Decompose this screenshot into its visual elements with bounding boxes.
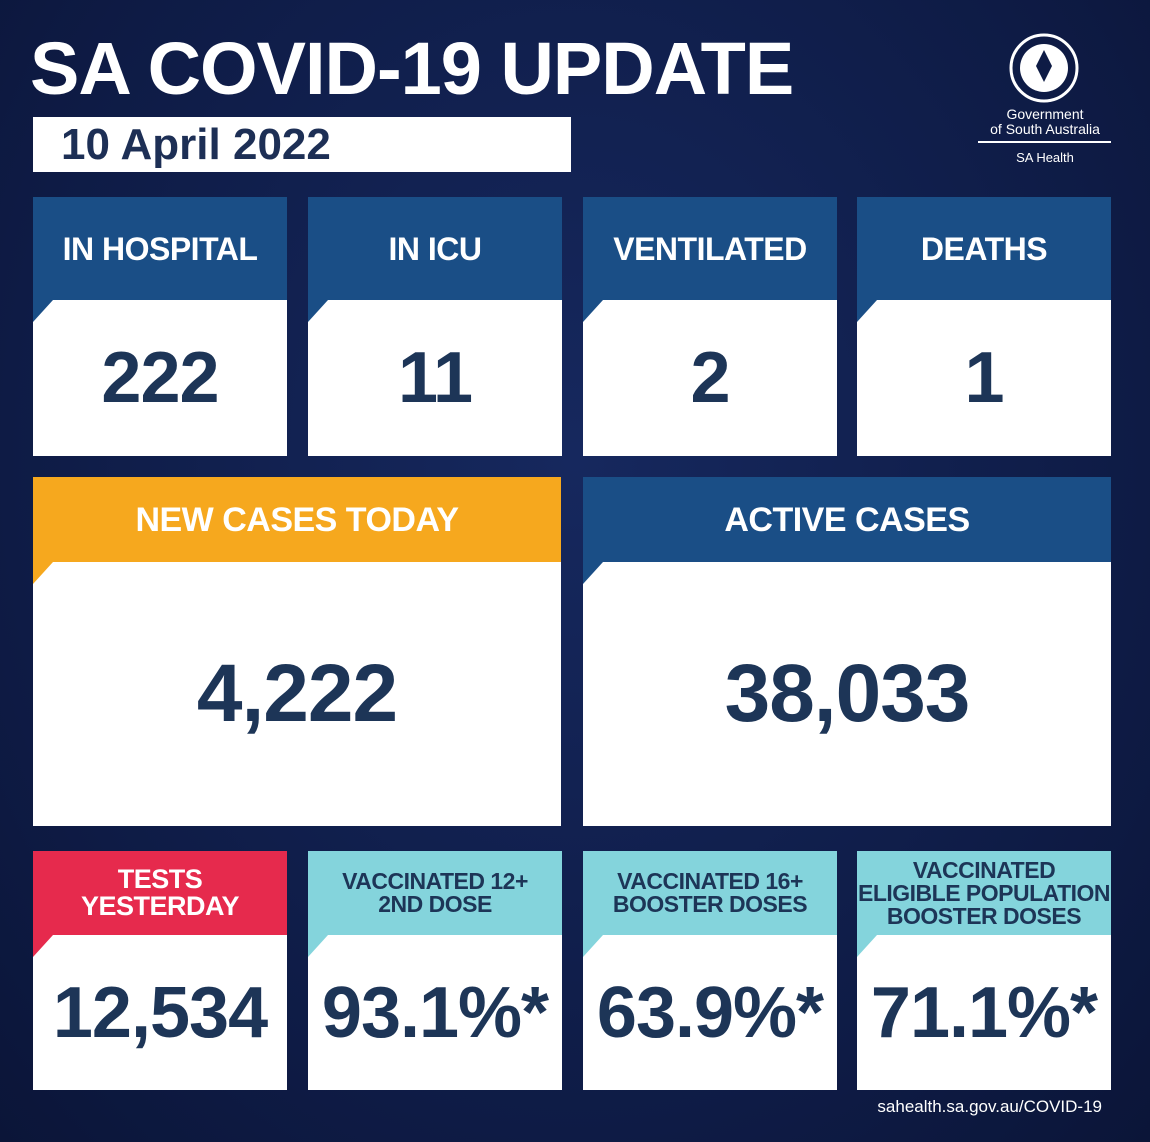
date: 10 April 2022 (61, 120, 331, 169)
tile-label: VACCINATED 12+ (342, 868, 528, 894)
tile-label: BOOSTER DOSES (886, 902, 1082, 929)
tile-body: 38,033 (583, 562, 1111, 826)
tile-body: 71.1%* (857, 935, 1111, 1090)
tile-body: 11 (308, 300, 562, 456)
tile-body: 1 (857, 300, 1111, 456)
tile-body: 12,534 (33, 935, 287, 1090)
tile-header: VENTILATED (583, 197, 837, 300)
tile-body: 4,222 (33, 562, 561, 826)
tile-label: TESTS (117, 864, 203, 894)
tile-value: 38,033 (724, 648, 971, 739)
tile-body: 2 (583, 300, 837, 456)
tile-label: VACCINATED 16+ (617, 868, 803, 894)
title: SA COVID-19 UPDATE (30, 27, 794, 110)
tile-label: BOOSTER DOSES (612, 891, 808, 917)
tile-label: ELIGIBLE POPULATION (857, 879, 1111, 906)
tile-header: IN HOSPITAL (33, 197, 287, 300)
logo-sub: SA Health (1016, 150, 1074, 165)
tile-header: DEATHS (857, 197, 1111, 300)
tile-label: ACTIVE CASES (724, 500, 970, 539)
tile-value: 4,222 (196, 648, 398, 739)
tile-value: 11 (397, 338, 473, 418)
logo-line: of South Australia (990, 121, 1100, 137)
tile-header: VACCINATED 12+ 2ND DOSE (308, 851, 562, 935)
tile-value: 222 (101, 338, 219, 418)
logo-line: Government (1006, 106, 1084, 122)
tile-header: VACCINATED 16+ BOOSTER DOSES (583, 851, 837, 935)
tile-value: 71.1%* (870, 972, 1098, 1053)
tile-header: ACTIVE CASES (583, 477, 1111, 562)
date-box: 10 April 2022 (33, 117, 571, 172)
footer: sahealth.sa.gov.au/COVID-19 (877, 1097, 1102, 1116)
tile-body: 93.1%* (308, 935, 562, 1090)
tile-value: 12,534 (52, 972, 268, 1053)
tile-label: IN HOSPITAL (62, 230, 258, 267)
tile-header: NEW CASES TODAY (33, 477, 561, 562)
tile-label: VENTILATED (613, 230, 807, 267)
tile-body: 63.9%* (583, 935, 837, 1090)
logo-rule (978, 141, 1111, 143)
emblem (1009, 33, 1079, 103)
tile-header: VACCINATED ELIGIBLE POPULATION BOOSTER DOS… (857, 851, 1111, 935)
tile-label: 2ND DOSE (378, 891, 492, 917)
tile-value: 63.9%* (596, 972, 824, 1053)
tile-body: 222 (33, 300, 287, 456)
tile-label: DEATHS (920, 230, 1048, 267)
tile-label: IN ICU (388, 230, 483, 267)
tile-label: YESTERDAY (80, 891, 240, 921)
tile-label: NEW CASES TODAY (135, 500, 459, 539)
tile-label: VACCINATED (912, 856, 1056, 883)
tile-value: 93.1%* (321, 972, 549, 1053)
tile-header: IN ICU (308, 197, 562, 300)
tile-value: 2 (690, 338, 730, 418)
tile-value: 1 (964, 338, 1004, 418)
tile-header: TESTS YESTERDAY (33, 851, 287, 935)
